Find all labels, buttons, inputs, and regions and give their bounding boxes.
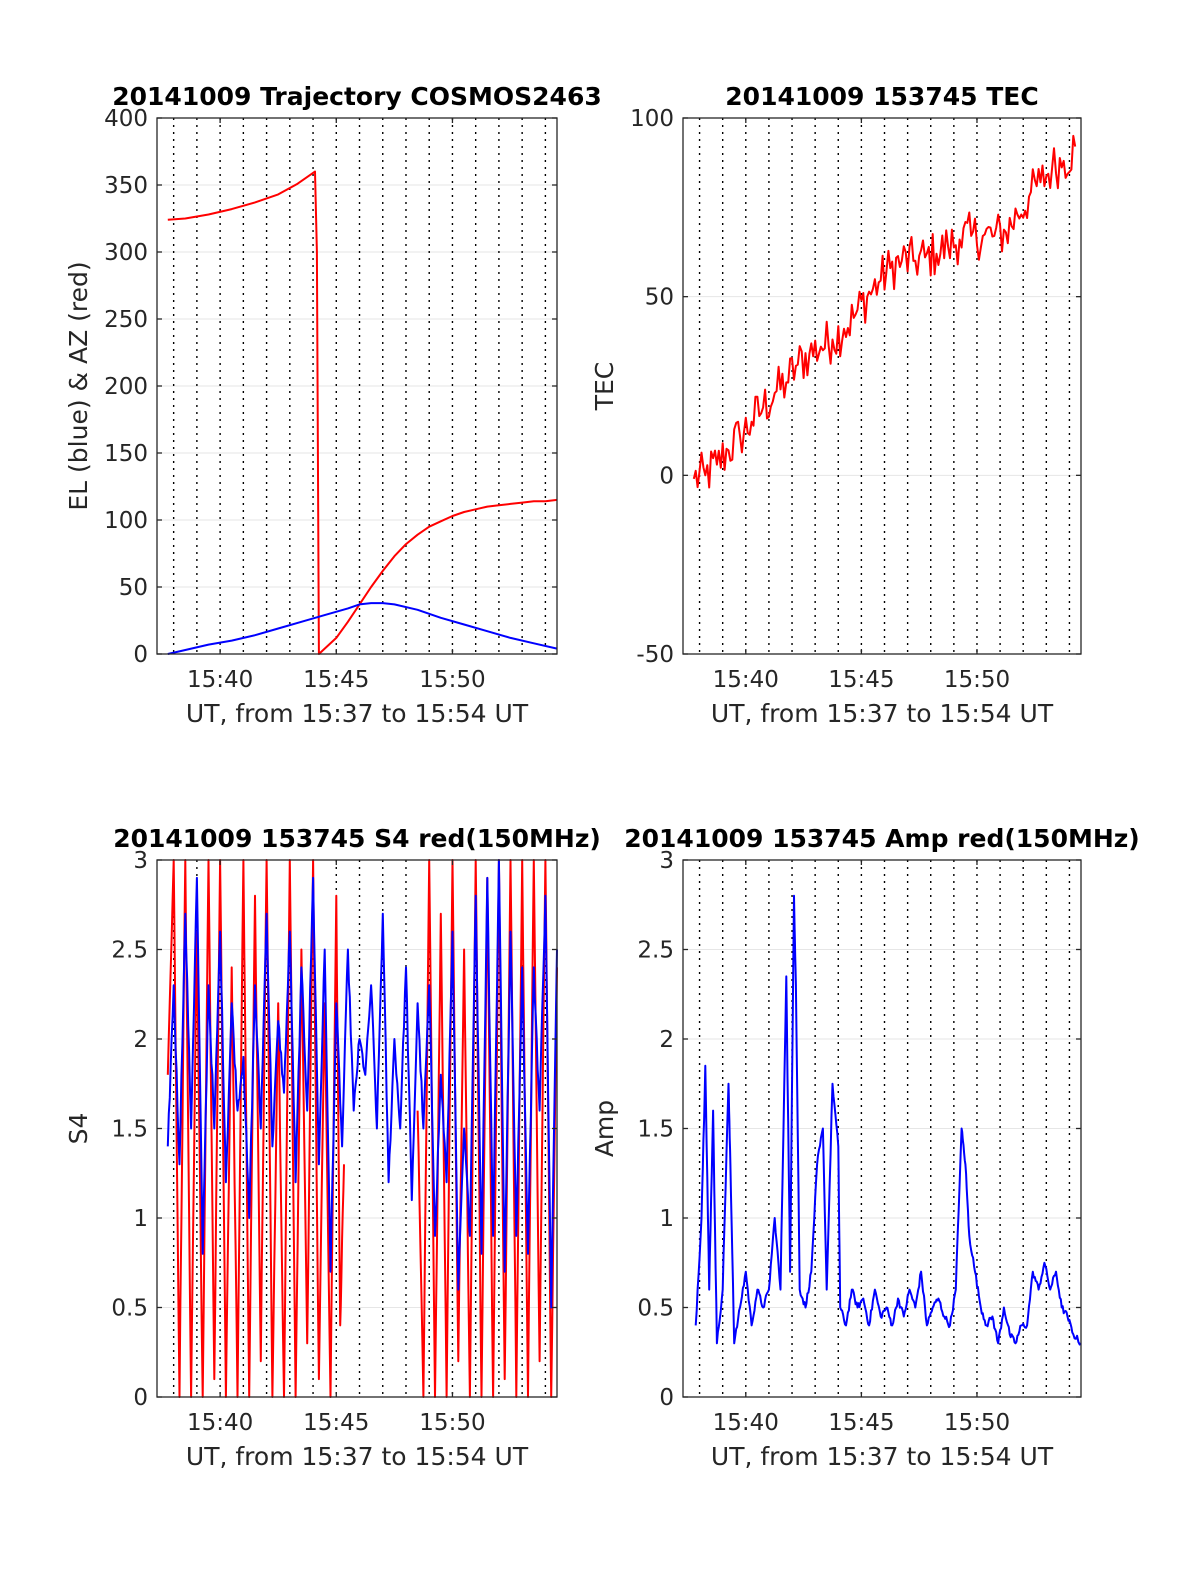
tec-axes-box: [682, 117, 1082, 655]
amp-xlabel: UT, from 15:37 to 15:54 UT: [711, 1442, 1054, 1471]
s4-ylabel: S4: [64, 1113, 93, 1145]
trajectory-xtick-label-2: 15:50: [419, 667, 485, 693]
tec-ytick-label-2: 50: [645, 285, 674, 311]
tec-ylabel: TEC: [590, 362, 619, 412]
tec-ytick-label-3: 100: [630, 106, 674, 132]
tec-panel: -50 0 50 100 15:40 15:45 15:50 20141009 153745 …: [590, 82, 1082, 728]
trajectory-ytick-label-1: 50: [119, 575, 148, 601]
trajectory-ylabel: EL (blue) & AZ (red): [64, 261, 93, 510]
amp-title: 20141009 153745 Amp red(150MHz): [624, 824, 1140, 853]
trajectory-ytick-label-4: 200: [104, 374, 148, 400]
s4-ytick-label-2: 1: [133, 1206, 148, 1232]
s4-title: 20141009 153745 S4 red(150MHz): [113, 824, 601, 853]
trajectory-xlabel: UT, from 15:37 to 15:54 UT: [186, 699, 529, 728]
tec-ytick-label-0: -50: [636, 642, 674, 668]
amp-ytick-label-1: 0.5: [637, 1296, 674, 1322]
tec-ytick-label-1: 0: [659, 463, 674, 489]
trajectory-xtick-label-1: 15:45: [303, 667, 369, 693]
tec-series-0-line-0: [692, 134, 1077, 489]
s4-xtick-label-2: 15:50: [419, 1410, 485, 1436]
trajectory-ytick-label-8: 400: [104, 106, 148, 132]
s4-ytick-label-4: 2: [133, 1027, 148, 1053]
s4-series-1-line-0: [166, 859, 558, 1309]
s4-ytick-label-5: 2.5: [111, 938, 148, 964]
s4-ytick-label-6: 3: [133, 848, 148, 874]
trajectory-ytick-label-2: 100: [104, 508, 148, 534]
amp-panel: 0 0.5 1 1.5 2 2.5 3 15:40 15:45 15:50 20141009 153…: [590, 824, 1140, 1471]
s4-ytick-label-1: 0.5: [111, 1296, 148, 1322]
s4-xtick-label-1: 15:45: [303, 1410, 369, 1436]
trajectory-ytick-label-0: 0: [133, 642, 148, 668]
trajectory-ytick-label-5: 250: [104, 307, 148, 333]
amp-ytick-label-3: 1.5: [637, 1117, 674, 1143]
tec-title: 20141009 153745 TEC: [725, 82, 1038, 111]
amp-ytick-label-5: 2.5: [637, 938, 674, 964]
trajectory-ytick-label-7: 350: [104, 173, 148, 199]
trajectory-ytick-label-6: 300: [104, 240, 148, 266]
s4-series-0-line-0: [166, 859, 345, 1398]
trajectory-title: 20141009 Trajectory COSMOS2463: [112, 82, 602, 111]
amp-ytick-label-6: 3: [659, 848, 674, 874]
amp-ylabel: Amp: [590, 1100, 619, 1157]
s4-ytick-label-0: 0: [133, 1385, 148, 1411]
tec-xlabel: UT, from 15:37 to 15:54 UT: [711, 699, 1054, 728]
trajectory-series-1-line-0: [167, 602, 558, 655]
amp-ytick-label-0: 0: [659, 1385, 674, 1411]
s4-panel: 0 0.5 1 1.5 2 2.5 3 15:40 15:45 15:50 20141009 153…: [64, 824, 601, 1471]
trajectory-panel: 0 50 100 150 200 250 300 350 400 15:40 15:45 15:50 2…: [64, 82, 602, 728]
tec-xtick-label-0: 15:40: [713, 667, 779, 693]
amp-ytick-label-4: 2: [659, 1027, 674, 1053]
amp-series-0-line-0: [694, 894, 1082, 1346]
amp-ytick-label-2: 1: [659, 1206, 674, 1232]
trajectory-series-0-line-0: [167, 170, 558, 655]
s4-xlabel: UT, from 15:37 to 15:54 UT: [186, 1442, 529, 1471]
tec-xtick-label-2: 15:50: [944, 667, 1010, 693]
amp-xtick-label-0: 15:40: [713, 1410, 779, 1436]
s4-xtick-label-0: 15:40: [187, 1410, 253, 1436]
amp-xtick-label-1: 15:45: [828, 1410, 894, 1436]
tec-xtick-label-1: 15:45: [828, 667, 894, 693]
s4-ytick-label-3: 1.5: [111, 1117, 148, 1143]
trajectory-xtick-label-0: 15:40: [187, 667, 253, 693]
amp-xtick-label-2: 15:50: [944, 1410, 1010, 1436]
trajectory-ytick-label-3: 150: [104, 441, 148, 467]
